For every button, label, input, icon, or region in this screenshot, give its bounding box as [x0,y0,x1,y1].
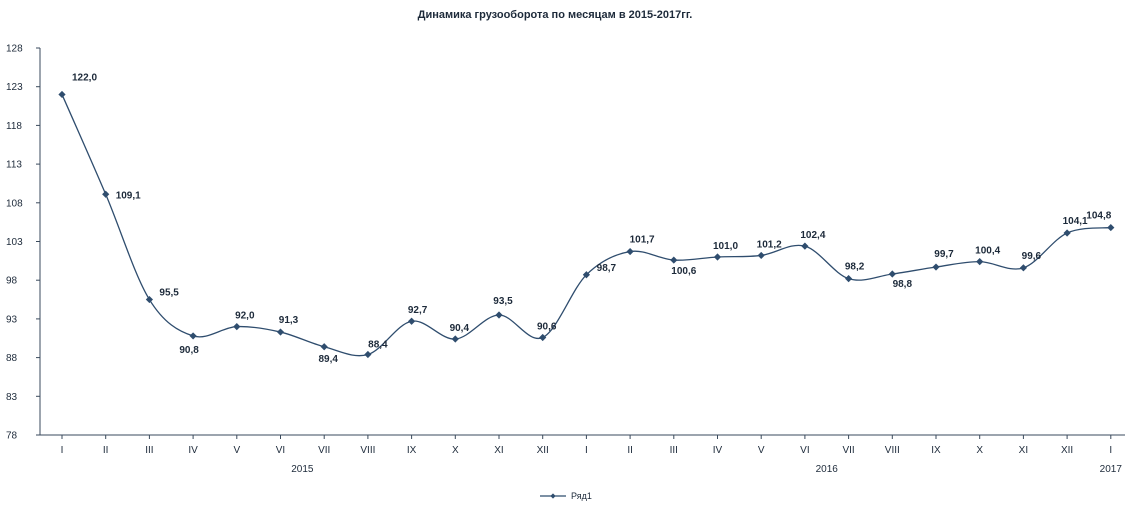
data-label: 95,5 [159,288,179,299]
x-tick-label: VIII [885,445,900,456]
x-tick-label: III [145,445,153,456]
y-tick-label: 103 [6,237,23,248]
series-line [61,94,1111,357]
data-label: 101,0 [713,241,738,252]
legend: Ряд1 [540,491,592,501]
data-point-marker [932,263,940,271]
data-point-marker [757,251,765,260]
data-point-marker [670,256,678,264]
x-tick-label: IX [931,445,941,456]
data-label: 99,6 [1022,251,1042,262]
data-point-marker [845,275,853,283]
year-group-label: 2016 [816,464,839,475]
data-label: 98,7 [597,263,617,274]
y-tick-label: 123 [6,82,23,93]
year-group-label: 2015 [291,464,314,475]
data-label: 98,8 [893,279,913,290]
y-tick-label: 78 [6,431,18,442]
data-point-marker [1019,264,1027,272]
y-tick-label: 113 [6,160,22,171]
x-tick-label: I [61,445,64,456]
x-tick-label: VII [318,445,330,456]
data-label: 89,4 [318,354,338,365]
x-tick-label: V [233,445,240,456]
data-label: 102,4 [800,230,825,241]
data-point-marker [276,328,285,336]
data-label: 100,4 [975,246,1000,257]
y-tick-label: 88 [6,353,18,364]
y-tick-label: 108 [6,198,23,209]
data-point-marker [801,242,809,250]
data-label: 104,1 [1063,216,1088,227]
legend-marker-swatch [550,493,556,499]
legend-entry-label: Ряд1 [571,491,592,501]
data-label: 88,4 [368,340,388,351]
data-point-marker [582,271,590,279]
data-point-marker [189,332,197,340]
data-point-marker [888,270,896,278]
year-group-label: 2017 [1100,464,1123,475]
data-point-marker [408,317,416,325]
data-point-marker [539,333,547,342]
data-point-marker [1063,229,1071,237]
y-tick-label: 98 [6,276,18,287]
x-tick-label: XI [1019,445,1028,456]
data-point-marker [451,335,459,343]
x-tick-label: IV [188,445,198,456]
x-tick-label: IV [713,445,723,456]
x-tick-label: III [670,445,678,456]
x-tick-label: X [976,445,983,456]
x-tick-label: I [1109,445,1112,456]
data-label: 99,7 [934,249,954,260]
x-tick-label: XII [1061,445,1073,456]
y-tick-label: 118 [6,121,22,132]
series-group: 122,0 109,1 95,5 90,8 92,0 91,3 89,4 88,4 92,7 90… [58,72,1115,365]
data-label: 98,2 [845,262,865,273]
x-tick-label: XI [494,445,503,456]
data-label: 90,4 [450,323,470,334]
data-point-marker [976,258,984,266]
data-point-marker [626,247,634,256]
data-label: 92,7 [408,305,428,316]
x-tick-label: X [452,445,459,456]
data-point-marker [145,295,153,304]
data-label: 101,2 [757,239,782,250]
data-label: 104,8 [1086,211,1111,222]
x-tick-label: VIII [360,445,375,456]
data-label: 101,7 [630,235,655,246]
data-label: 93,5 [493,296,513,307]
x-tick-label: II [103,445,109,456]
x-tick-label: I [585,445,588,456]
data-point-marker [713,253,722,261]
x-tick-label: V [758,445,765,456]
y-tick-label: 93 [6,314,18,325]
data-label: 122,0 [72,72,97,83]
data-point-marker [364,350,372,359]
data-point-marker [58,90,66,99]
data-label: 90,6 [537,321,557,332]
x-tick-label: VII [842,445,854,456]
x-tick-label: II [627,445,633,456]
data-label: 109,1 [116,190,141,201]
data-label: 92,0 [235,311,255,322]
data-label: 100,6 [671,266,696,277]
data-point-marker [320,343,328,351]
x-axis: I II III IV V VI VII VIII IX X XI XII I II III IV V VI VII… [40,434,1125,475]
chart-title: Динамика грузооборота по месяцам в 2015-… [418,9,693,21]
x-tick-label: IX [407,445,417,456]
x-tick-label: VI [276,445,285,456]
data-point-marker [495,311,503,319]
y-axis: 78 83 88 93 98 103 108 113 118 123 128 [6,44,41,442]
data-label: 91,3 [279,315,299,326]
y-tick-label: 128 [6,44,23,55]
y-tick-label: 83 [6,392,18,403]
x-tick-label: XII [537,445,549,456]
data-point-marker [1107,223,1115,232]
data-point-marker [102,190,110,198]
data-point-marker [233,323,241,331]
data-label: 90,8 [179,345,199,356]
x-tick-label: VI [800,445,809,456]
